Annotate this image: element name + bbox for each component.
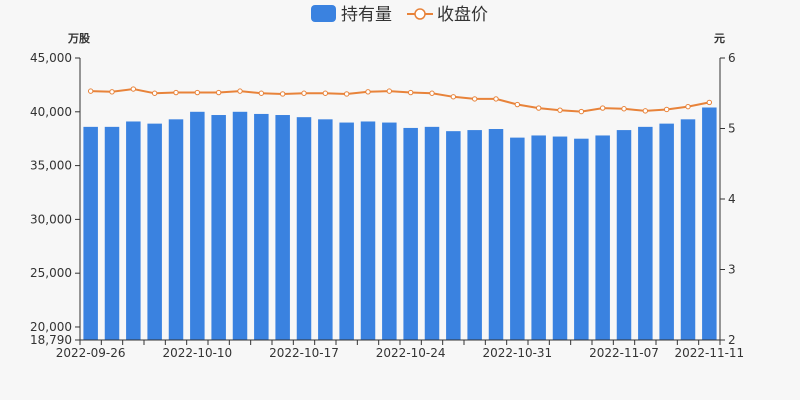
close-price-point <box>429 90 435 96</box>
close-price-point <box>322 90 329 96</box>
close-price-point <box>407 89 414 96</box>
close-price-point <box>151 90 158 96</box>
close-price-point <box>557 107 563 113</box>
legend-label-close-price: 收盘价 <box>437 5 488 25</box>
right-axis-unit: 元 <box>714 32 725 45</box>
bar <box>659 123 674 340</box>
bar <box>318 119 333 341</box>
close-price-point <box>386 88 393 94</box>
left-tick-label: 35,000 <box>30 159 72 173</box>
bar <box>467 130 482 340</box>
close-price-point <box>130 86 137 92</box>
bar <box>616 130 632 340</box>
left-tick-label: 25,000 <box>30 266 72 280</box>
legend[interactable]: 持有量 收盘价 <box>311 5 488 25</box>
bar <box>531 135 546 340</box>
close-price-point <box>173 89 179 96</box>
close-price-point <box>343 91 350 97</box>
legend-line-marker <box>414 8 426 20</box>
bar <box>680 119 696 341</box>
close-price-point <box>663 106 670 113</box>
close-price-point <box>215 89 222 96</box>
left-tick-label: 45,000 <box>30 51 72 65</box>
close-price-point <box>471 96 478 102</box>
close-price-point <box>279 91 286 97</box>
right-tick-label: 4 <box>728 192 736 206</box>
bar <box>382 122 397 340</box>
x-tick-label: 2022-11-07 <box>589 346 659 360</box>
bar <box>424 126 440 340</box>
bar <box>83 126 98 340</box>
bar <box>296 117 312 340</box>
x-tick-label: 2022-10-10 <box>162 346 232 360</box>
line-series <box>87 86 713 115</box>
close-price-point <box>109 89 115 95</box>
close-price-point <box>258 90 265 96</box>
x-tick-label: 2022-10-31 <box>482 346 552 360</box>
close-price-point <box>706 99 713 106</box>
legend-bar-swatch <box>311 5 336 22</box>
bar <box>211 115 226 340</box>
close-price-point <box>87 88 94 94</box>
right-tick-label: 3 <box>728 263 736 277</box>
left-tick-label: 40,000 <box>30 105 72 119</box>
close-price-point <box>450 94 457 100</box>
x-tick-label: 2022-10-17 <box>269 346 339 360</box>
close-price-point <box>493 96 499 102</box>
close-price-point <box>194 89 201 96</box>
bar <box>254 113 269 340</box>
legend-label-holdings: 持有量 <box>341 5 392 25</box>
x-tick-label: 2022-11-11 <box>674 346 744 360</box>
bar <box>339 122 354 340</box>
close-price-point <box>599 105 606 111</box>
right-tick-label: 6 <box>728 51 736 65</box>
close-price-point <box>642 108 649 114</box>
close-price-point <box>535 105 542 111</box>
left-tick-label: 30,000 <box>30 212 72 226</box>
bar <box>702 107 717 341</box>
bar <box>104 126 120 340</box>
bar <box>403 127 418 340</box>
x-tick-label: 2022-09-26 <box>56 346 126 360</box>
bar <box>190 111 205 340</box>
close-price-line <box>90 87 710 113</box>
bar <box>638 126 653 340</box>
bar <box>510 137 525 340</box>
bar <box>168 119 184 341</box>
bar <box>595 135 610 340</box>
close-price-point <box>685 103 691 110</box>
left-axis-unit: 万股 <box>67 32 91 45</box>
left-tick-label: 20,000 <box>30 320 72 334</box>
bar <box>360 121 376 341</box>
close-price-point <box>578 108 585 115</box>
bar <box>232 111 248 340</box>
close-price-point <box>514 101 521 108</box>
bar <box>552 136 568 340</box>
bar <box>126 121 141 341</box>
close-price-point <box>621 106 627 112</box>
close-price-point <box>301 90 307 96</box>
bar <box>488 129 504 340</box>
bar <box>275 115 290 340</box>
x-tick-label: 2022-10-24 <box>376 346 446 360</box>
right-tick-label: 5 <box>728 122 736 136</box>
close-price-point <box>237 88 243 94</box>
bar <box>147 123 162 340</box>
bar-series <box>83 107 717 341</box>
left-tick-label: 18,790 <box>30 333 72 347</box>
close-price-point <box>365 89 371 95</box>
bar <box>574 138 589 340</box>
bar <box>446 131 461 340</box>
right-tick-label: 2 <box>728 333 736 347</box>
